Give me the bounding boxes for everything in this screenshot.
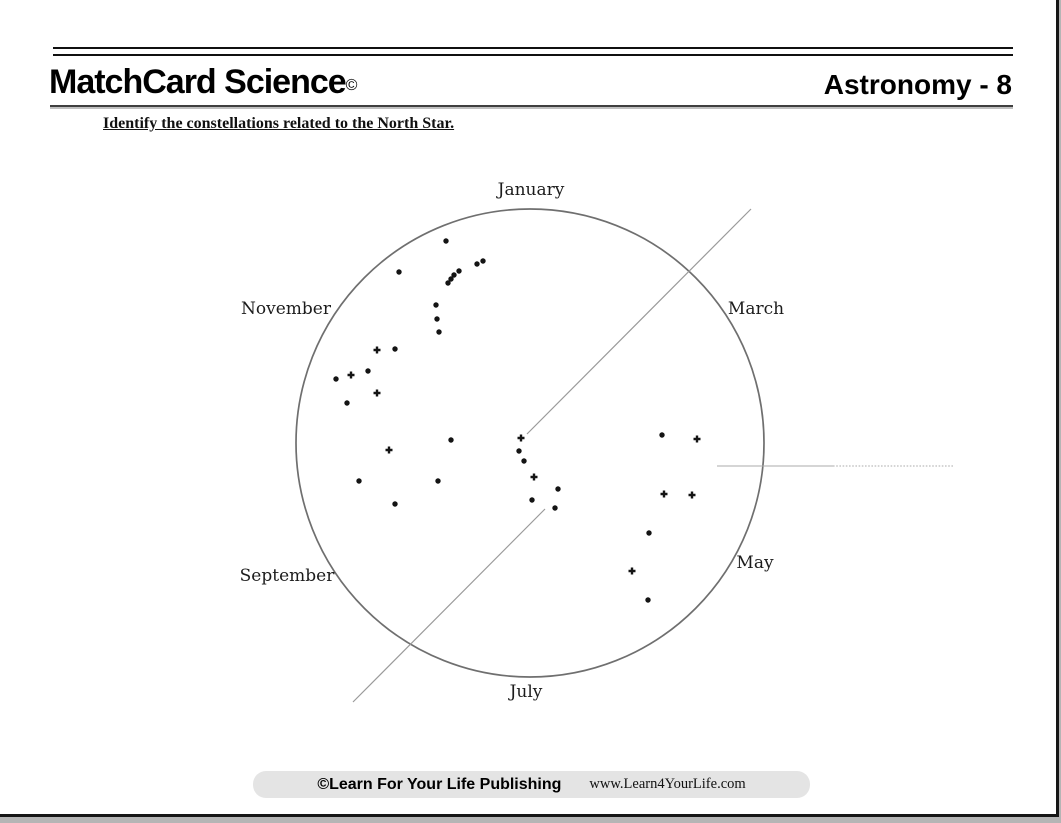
star-plus: [688, 491, 696, 499]
star-dot: [436, 329, 442, 335]
star-dot: [645, 597, 651, 603]
copyright-symbol: ©: [345, 77, 358, 94]
star-dot: [456, 268, 462, 274]
star-dot: [529, 497, 535, 503]
star-dot: [552, 505, 558, 511]
brand-title: MatchCard Science©: [49, 63, 357, 102]
star-dot: [646, 530, 652, 536]
star-dot: [333, 376, 339, 382]
star-dot: [448, 276, 454, 282]
header-top-rule-1: [53, 47, 1013, 49]
pointer-line: [352, 508, 546, 703]
star-dot: [521, 458, 527, 464]
instruction-text: Identify the constellations related to t…: [103, 115, 455, 132]
star-dot: [448, 437, 454, 443]
star-plus: [660, 490, 668, 498]
star-dot: [396, 269, 402, 275]
star-plus: [628, 567, 636, 575]
page-edge-right: [1056, 0, 1059, 817]
footer-bar: ©Learn For Your Life Publishing www.Lear…: [253, 771, 810, 798]
brand-title-text: MatchCard Science: [49, 63, 347, 101]
month-label-september: September: [239, 566, 335, 586]
star-plus: [517, 434, 525, 442]
star-plus: [373, 346, 381, 354]
page-edge-bottom: [0, 814, 1059, 817]
star-dot: [516, 448, 522, 454]
star-dot: [659, 432, 665, 438]
star-dot: [392, 346, 398, 352]
star-plus: [693, 435, 701, 443]
sky-circle: [295, 208, 765, 678]
month-label-november: November: [241, 299, 331, 319]
subject-title: Astronomy - 8: [823, 69, 1012, 100]
star-dot: [555, 486, 561, 492]
star-dot: [445, 280, 451, 286]
footer-publisher: ©Learn For Your Life Publishing: [317, 775, 562, 793]
page-edge-shadow-bottom: [0, 817, 1061, 823]
star-dot: [434, 316, 440, 322]
page-edge-shadow-right: [1059, 0, 1061, 823]
header-bottom-rule: [50, 105, 1013, 109]
star-dot: [480, 258, 486, 264]
star-dot: [365, 368, 371, 374]
pointer-line: [526, 208, 752, 435]
star-dot: [443, 238, 449, 244]
star-dot: [392, 501, 398, 507]
header-top-rule-2: [53, 54, 1013, 56]
month-label-march: March: [727, 299, 785, 319]
star-dot: [474, 261, 480, 267]
month-label-january: January: [497, 180, 565, 200]
star-dot: [451, 272, 457, 278]
star-plus: [347, 371, 355, 379]
star-dot: [356, 478, 362, 484]
star-dot: [433, 302, 439, 308]
star-plus: [385, 446, 393, 454]
month-label-july: July: [509, 682, 543, 702]
star-dot: [344, 400, 350, 406]
star-dot: [435, 478, 441, 484]
star-plus: [373, 389, 381, 397]
star-plus: [530, 473, 538, 481]
footer-website: www.Learn4YourLife.com: [589, 776, 746, 792]
month-label-may: May: [736, 553, 774, 573]
